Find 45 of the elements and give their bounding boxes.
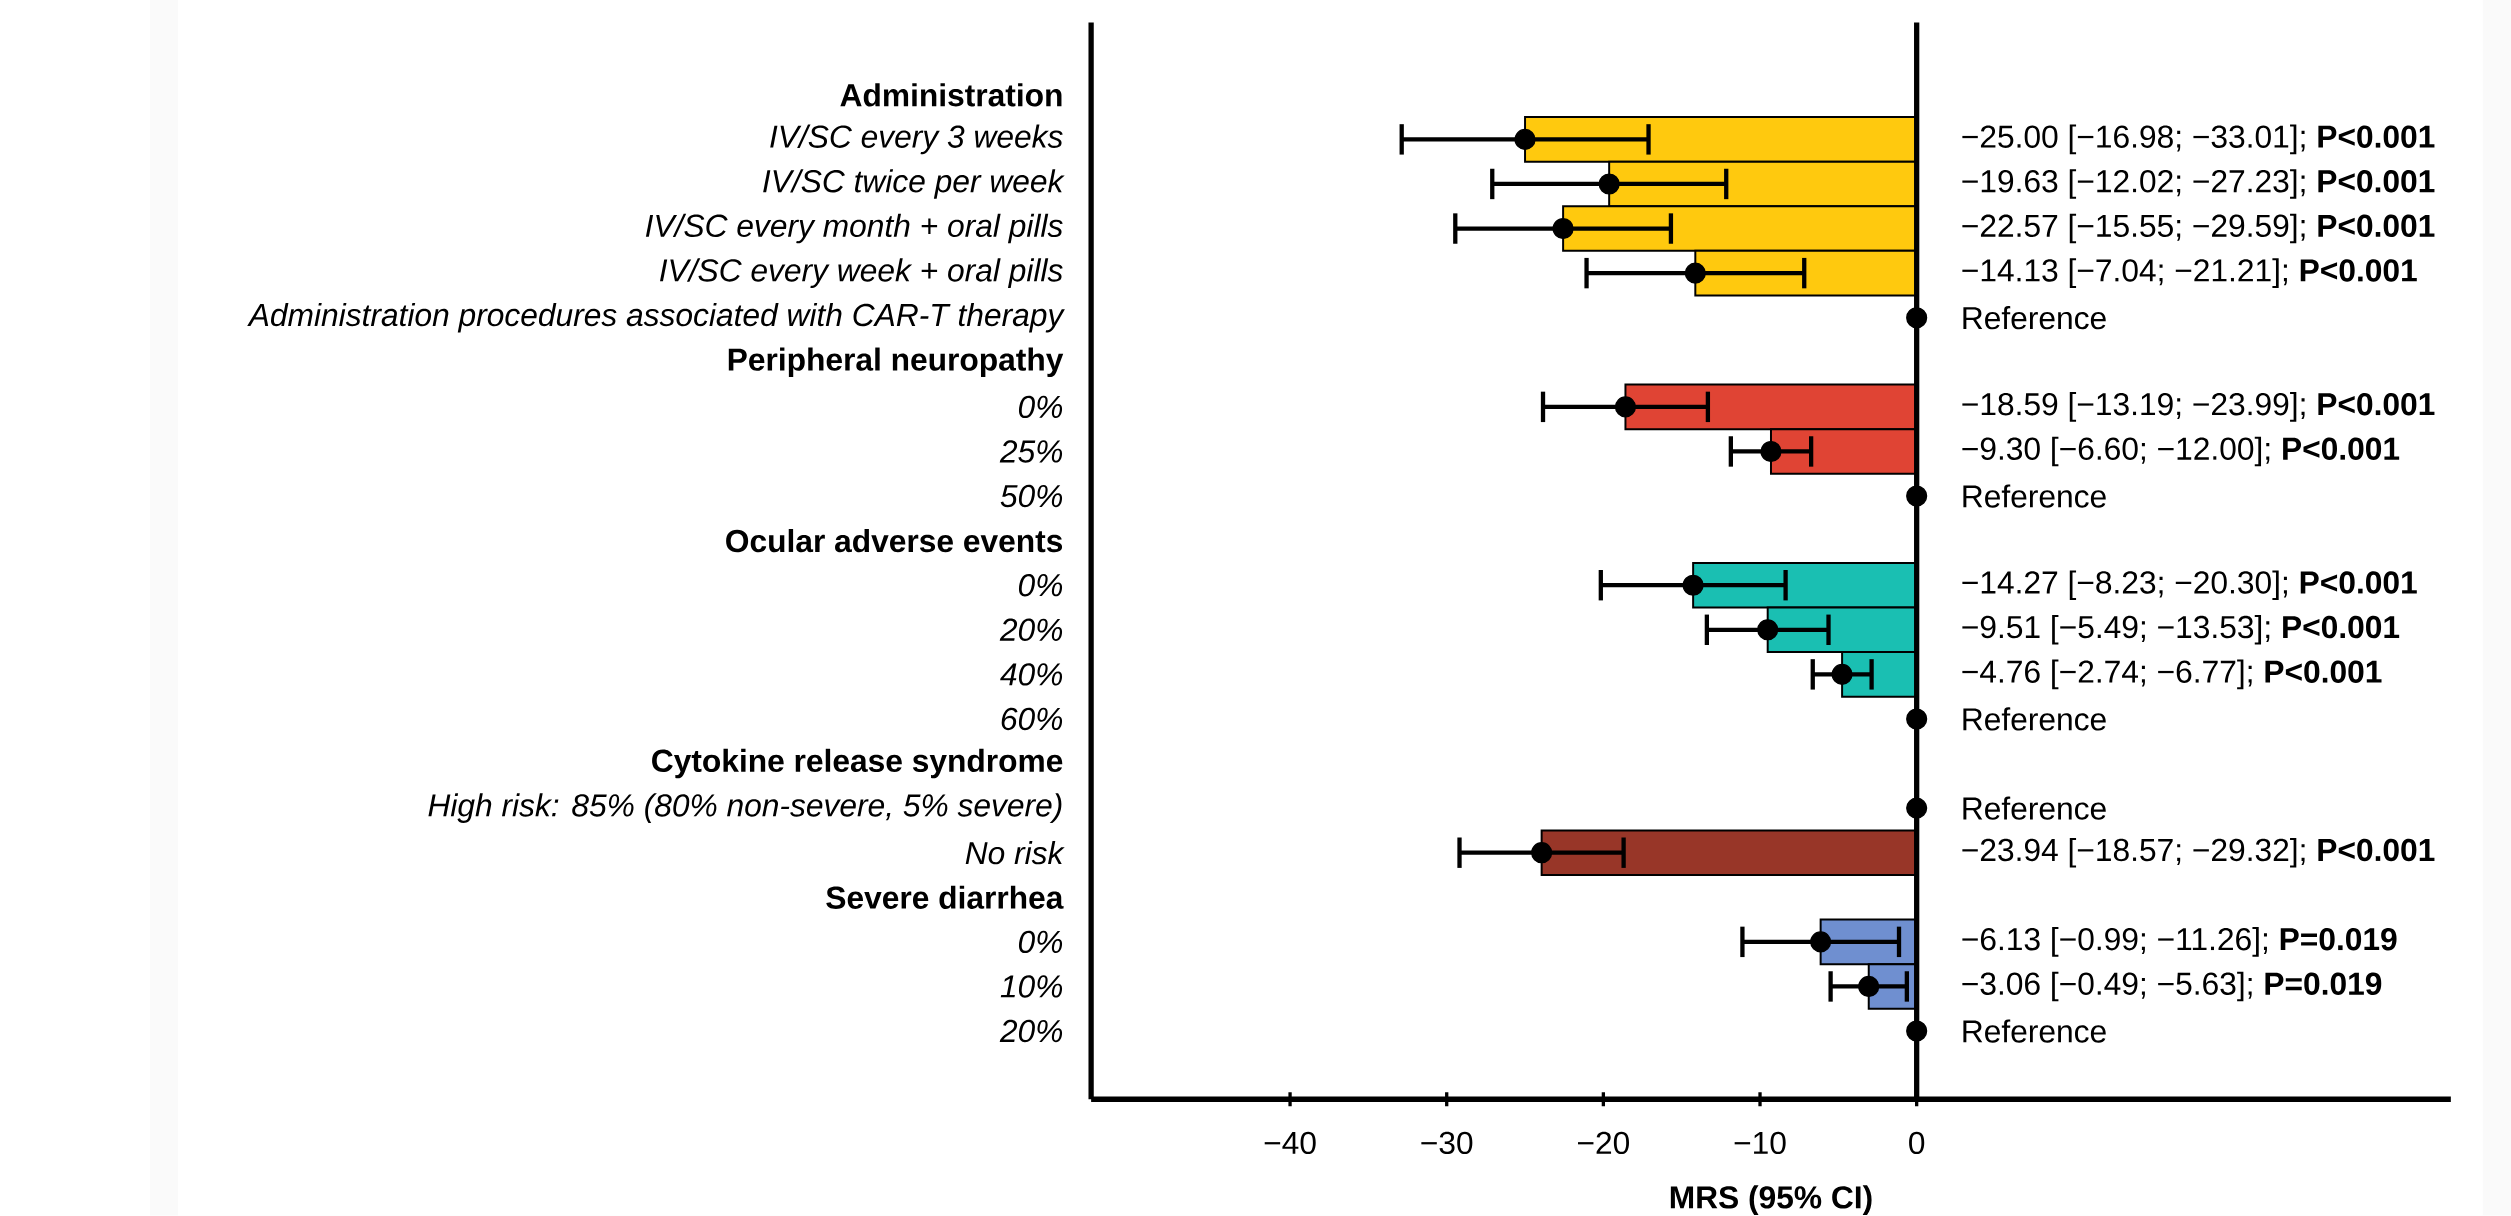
data-label: Reference [1963,707,2106,731]
data-label: −6.13 [−0.99; −11.26]; P=0.019 [1962,927,2397,957]
x-tick-label: 0 [1909,1131,1925,1155]
x-tick-label: −30 [1421,1131,1473,1155]
data-label: Reference [1963,796,2106,820]
x-tick-label: −20 [1578,1131,1629,1155]
y-tick-label: 20% [999,1019,1063,1043]
x-axis-title: MRS (95% CI) [1670,1185,1872,1215]
y-tick-label: 0% [1018,574,1063,597]
y-tick-label: 20% [999,618,1063,642]
y-tick-label: 50% [1000,484,1063,508]
y-tick-label: 25% [999,440,1063,463]
y-tick-label: IV/SC every week + oral pills [660,258,1063,288]
data-label: −9.30 [−6.60; −12.00]; P<0.001 [1962,436,2400,467]
data-label: −22.57 [−15.55; −29.59]; P<0.001 [1962,213,2435,244]
y-tick-label: Administration [840,83,1062,107]
data-label: −14.13 [−7.04; −21.21]; P<0.001 [1962,258,2417,288]
x-tick-label: −10 [1734,1131,1786,1155]
y-tick-label: Cytokine release syndrome [652,748,1063,779]
data-label: −23.94 [−18.57; −29.32]; P<0.001 [1962,838,2435,868]
y-tick-label: 10% [1000,975,1063,998]
y-tick-label: Administration procedures associated with CAR-T therapy [247,303,1065,333]
data-label: Reference [1963,306,2106,330]
y-tick-label: IV/SC every month + oral pills [645,213,1063,244]
data-label: −19.63 [−12.02; −27.23]; P<0.001 [1962,169,2435,199]
data-label: −14.27 [−8.23; −20.30]; P<0.001 [1962,570,2417,601]
data-label: −3.06 [−0.49; −5.63]; P=0.019 [1962,971,2382,1002]
data-label: −18.59 [−13.19; −23.99]; P<0.001 [1962,392,2435,422]
data-label: −4.76 [−2.74; −6.77]; P<0.001 [1962,659,2382,690]
y-tick-label: IV/SC twice per week [763,169,1065,199]
y-tick-label: IV/SC every 3 weeks [770,124,1063,155]
y-tick-label: 0% [1018,395,1063,419]
y-tick-label: 40% [1000,663,1063,686]
y-tick-label: Severe diarrhea [826,885,1064,910]
data-label: −9.51 [−5.49; −13.53]; P<0.001 [1962,615,2400,645]
data-label: Reference [1963,1019,2106,1043]
y-tick-label: 0% [1018,930,1063,954]
y-tick-label: Ocular adverse events [726,529,1063,553]
y-tick-label: No risk [965,841,1065,865]
y-tick-label: High risk: 85% (80% non-severe, 5% severe) [428,793,1062,823]
y-tick-label: Peripheral neuropathy [728,347,1064,378]
y-tick-label: 60% [1001,707,1063,731]
x-tick-label: −40 [1264,1131,1316,1155]
data-label: Reference [1963,484,2106,508]
data-label: −25.00 [−16.98; −33.01]; P<0.001 [1962,124,2435,155]
